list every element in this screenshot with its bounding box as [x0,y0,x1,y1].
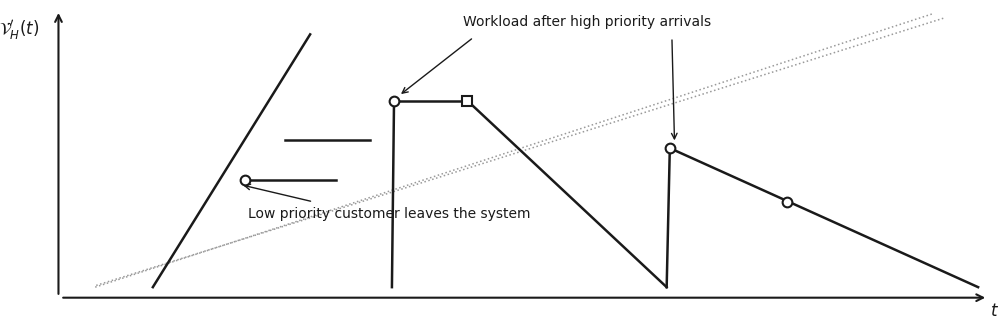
Text: $\mathcal{V}_H^{\prime}(t)$: $\mathcal{V}_H^{\prime}(t)$ [0,18,39,41]
Text: Low priority customer leaves the system: Low priority customer leaves the system [247,207,530,221]
Text: $t$: $t$ [990,302,999,320]
Text: Workload after high priority arrivals: Workload after high priority arrivals [463,15,711,30]
